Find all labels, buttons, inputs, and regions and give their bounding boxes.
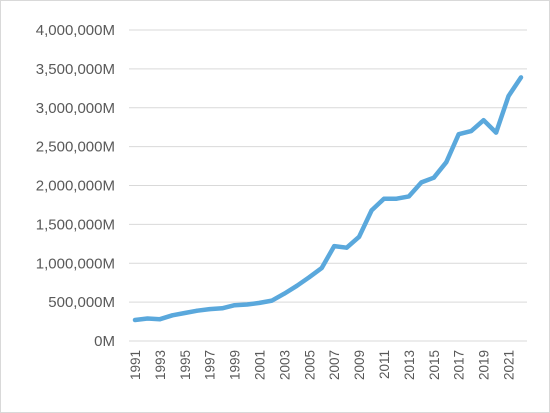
data-point	[319, 265, 324, 270]
data-point	[394, 196, 399, 201]
x-tick-label: 2005	[302, 350, 317, 380]
x-tick-label: 2017	[452, 350, 467, 380]
data-point	[257, 300, 262, 305]
data-point	[207, 307, 212, 312]
data-point	[170, 313, 175, 318]
x-tick-label: 2019	[477, 350, 492, 380]
y-tick-label: 1,500,000M	[36, 216, 115, 233]
data-point	[157, 317, 162, 322]
x-axis-ticks: 1991 1993 1995 1997 1999 2001 2003 2005 2007 2009…	[128, 350, 517, 380]
y-tick-label: 2,000,000M	[36, 178, 115, 195]
series-line	[132, 75, 524, 323]
y-axis-ticks: 0M 500,000M 1,000,000M 1,500,000M 2,000,000M…	[36, 22, 115, 350]
data-point	[431, 175, 436, 180]
series-layer	[132, 75, 524, 323]
x-tick-label: 1995	[178, 350, 193, 380]
x-tick-label: 2015	[427, 350, 442, 380]
data-point	[369, 208, 374, 213]
x-tick-label: 1997	[203, 350, 218, 380]
data-point	[344, 245, 349, 250]
x-tick-label: 2007	[327, 350, 342, 380]
y-tick-label: 3,500,000M	[36, 61, 115, 78]
data-point	[220, 306, 225, 311]
data-point	[406, 194, 411, 199]
data-point	[519, 75, 523, 80]
data-point	[133, 318, 137, 323]
y-tick-label: 3,000,000M	[36, 100, 115, 117]
data-point	[481, 118, 486, 123]
x-tick-label: 2011	[377, 350, 392, 379]
y-tick-label: 0M	[94, 333, 115, 350]
data-point	[357, 234, 362, 239]
data-point	[269, 298, 274, 303]
data-point	[382, 196, 387, 201]
y-tick-label: 500,000M	[48, 294, 115, 311]
data-point	[469, 129, 474, 134]
x-tick-label: 2009	[352, 350, 367, 380]
data-point	[444, 160, 449, 165]
x-tick-label: 1991	[128, 350, 143, 380]
x-tick-label: 2003	[277, 350, 292, 380]
data-point	[294, 283, 299, 288]
x-tick-label: 2021	[502, 350, 517, 380]
y-tick-label: 4,000,000M	[36, 22, 115, 39]
x-tick-label: 1993	[153, 350, 168, 380]
x-tick-label: 2013	[402, 350, 417, 380]
gridlines	[129, 29, 527, 342]
data-point	[506, 94, 511, 99]
data-point	[232, 303, 237, 308]
x-tick-label: 2001	[253, 350, 268, 380]
data-point	[307, 275, 312, 280]
y-tick-label: 2,500,000M	[36, 139, 115, 156]
data-point	[182, 311, 187, 316]
data-point	[456, 132, 461, 137]
data-point	[145, 316, 150, 321]
data-point	[282, 291, 287, 296]
data-point	[494, 130, 499, 135]
data-point	[245, 302, 250, 307]
data-point	[195, 308, 200, 313]
data-point	[419, 180, 424, 185]
data-point	[332, 244, 337, 249]
x-tick-label: 1999	[228, 350, 243, 380]
y-tick-label: 1,000,000M	[36, 255, 115, 272]
